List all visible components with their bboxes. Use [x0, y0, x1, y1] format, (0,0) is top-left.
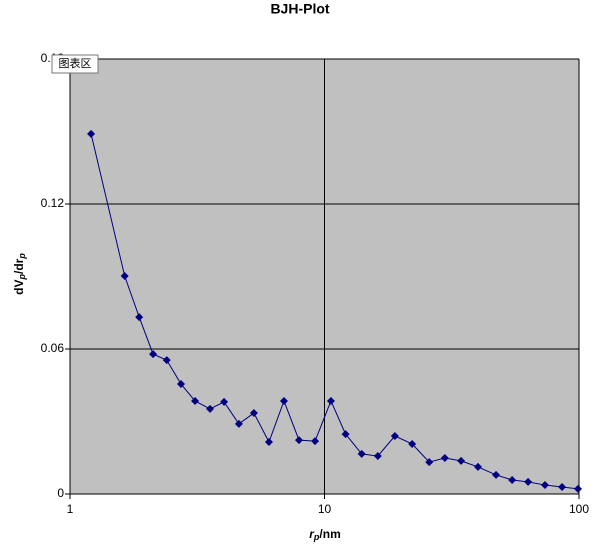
x-tick-label: 1 — [67, 502, 74, 516]
marker — [149, 350, 158, 359]
x-label-part: p — [313, 532, 320, 542]
y-label-part: /dr — [12, 258, 26, 274]
marker — [408, 439, 417, 448]
y-label-part: p — [17, 274, 27, 281]
y-tick-label: 0.06 — [41, 341, 65, 355]
tooltip: 图表区 — [51, 54, 99, 74]
marker — [474, 462, 483, 471]
grid — [65, 58, 580, 499]
marker — [341, 430, 350, 439]
marker — [220, 397, 229, 406]
marker — [249, 409, 258, 418]
y-tick-label: 0.12 — [41, 196, 65, 210]
x-label-part: r — [309, 527, 315, 541]
x-axis-label: rp/nm — [309, 527, 341, 542]
marker — [440, 453, 449, 462]
marker — [357, 449, 366, 458]
marks — [87, 129, 583, 493]
marker — [234, 419, 243, 428]
y-label-part: dV — [12, 280, 26, 295]
marker — [326, 396, 335, 405]
marker — [191, 396, 200, 405]
marker — [177, 380, 186, 389]
tooltip-box — [51, 54, 99, 74]
marker — [540, 481, 549, 490]
marker — [295, 436, 304, 445]
y-tick-label: 0 — [57, 486, 64, 500]
x-label-part: /nm — [319, 527, 340, 541]
x-tick-label: 100 — [569, 502, 589, 516]
marker — [558, 482, 567, 491]
marker — [87, 129, 96, 138]
marker — [162, 356, 171, 365]
marker — [457, 456, 466, 465]
marker — [373, 452, 382, 461]
y-label-part: p — [17, 253, 27, 260]
chart-title: BJH-Plot — [270, 1, 329, 17]
marker — [492, 470, 501, 479]
marker — [508, 475, 517, 484]
marker — [264, 438, 273, 447]
marker — [425, 458, 434, 467]
marker — [390, 432, 399, 440]
marker — [135, 313, 144, 322]
x-tick-label: 10 — [318, 502, 332, 516]
marker — [206, 404, 215, 413]
marker — [279, 396, 288, 405]
y-axis-label: dVp/drp — [12, 253, 27, 295]
marker — [120, 272, 129, 281]
tooltip-text: 图表区 — [59, 56, 92, 70]
marker — [574, 484, 583, 493]
marker — [311, 437, 320, 446]
marker — [524, 477, 533, 486]
